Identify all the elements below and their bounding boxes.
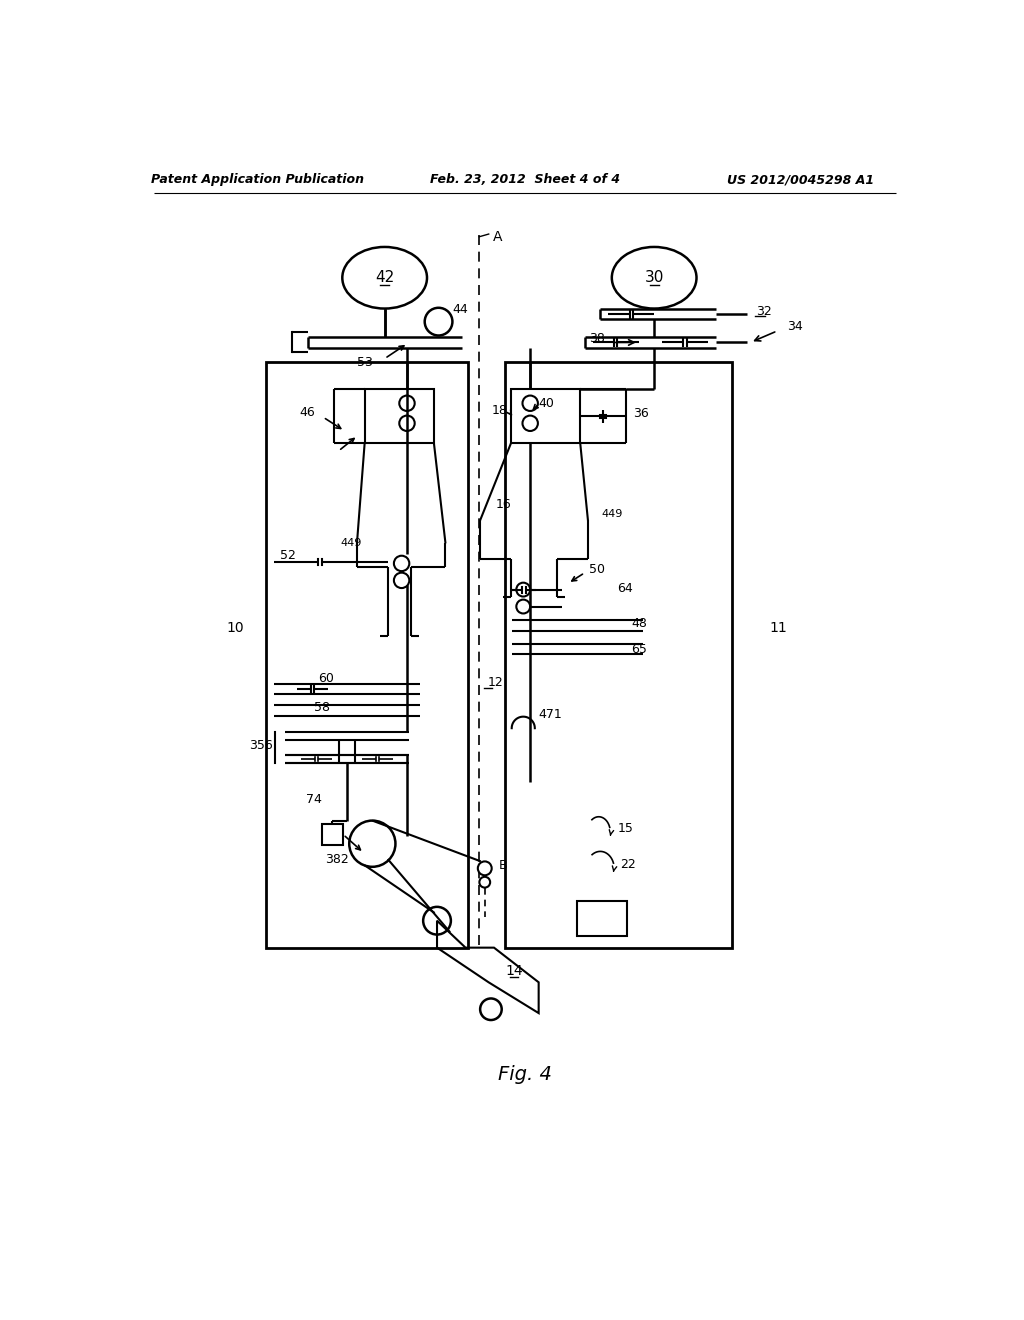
- Text: 18: 18: [492, 404, 508, 417]
- Circle shape: [479, 876, 490, 887]
- Text: 40: 40: [539, 397, 555, 409]
- Circle shape: [394, 573, 410, 589]
- Circle shape: [516, 582, 530, 597]
- Text: 46: 46: [300, 407, 315, 418]
- Text: 30: 30: [644, 271, 664, 285]
- Circle shape: [425, 308, 453, 335]
- Circle shape: [423, 907, 451, 935]
- Text: Feb. 23, 2012  Sheet 4 of 4: Feb. 23, 2012 Sheet 4 of 4: [430, 173, 620, 186]
- Bar: [578, 902, 628, 936]
- Circle shape: [516, 599, 530, 614]
- Text: 52: 52: [281, 549, 296, 562]
- Text: 42: 42: [375, 271, 394, 285]
- Circle shape: [522, 396, 538, 411]
- Text: 14: 14: [505, 964, 523, 978]
- Text: 15: 15: [617, 822, 633, 834]
- Text: 74: 74: [305, 792, 322, 805]
- Text: 58: 58: [313, 701, 330, 714]
- Text: US 2012/0045298 A1: US 2012/0045298 A1: [727, 173, 874, 186]
- Bar: [505, 363, 732, 948]
- Text: 65: 65: [631, 643, 647, 656]
- Text: Patent Application Publication: Patent Application Publication: [152, 173, 365, 186]
- Circle shape: [394, 556, 410, 572]
- Bar: [511, 389, 581, 444]
- Circle shape: [399, 396, 415, 411]
- Circle shape: [478, 862, 492, 875]
- Text: 356: 356: [249, 739, 273, 752]
- Text: 50: 50: [589, 564, 605, 576]
- Circle shape: [480, 998, 502, 1020]
- Ellipse shape: [611, 247, 696, 309]
- Text: 449: 449: [602, 510, 624, 519]
- Circle shape: [522, 416, 538, 432]
- Text: 34: 34: [786, 319, 803, 333]
- Text: 44: 44: [453, 302, 468, 315]
- Text: Fig. 4: Fig. 4: [498, 1065, 552, 1084]
- Text: 64: 64: [617, 582, 633, 594]
- Text: A: A: [494, 230, 503, 244]
- Text: 48: 48: [631, 616, 647, 630]
- Bar: [365, 389, 434, 444]
- Text: B: B: [499, 859, 507, 871]
- Circle shape: [399, 416, 415, 432]
- Text: 38: 38: [589, 333, 605, 345]
- Text: 36: 36: [633, 407, 648, 420]
- Text: 382: 382: [325, 853, 348, 866]
- Text: 53: 53: [357, 356, 373, 370]
- Text: 471: 471: [539, 708, 562, 721]
- Text: 12: 12: [487, 676, 504, 689]
- Text: 16: 16: [496, 499, 512, 511]
- Text: 449: 449: [340, 539, 361, 548]
- Bar: [322, 824, 343, 845]
- Text: 32: 32: [756, 305, 771, 318]
- Text: 11: 11: [770, 622, 787, 635]
- Ellipse shape: [342, 247, 427, 309]
- Text: 10: 10: [227, 622, 245, 635]
- Text: 22: 22: [621, 858, 636, 871]
- Bar: [266, 363, 468, 948]
- Text: 60: 60: [318, 672, 334, 685]
- Circle shape: [349, 821, 395, 867]
